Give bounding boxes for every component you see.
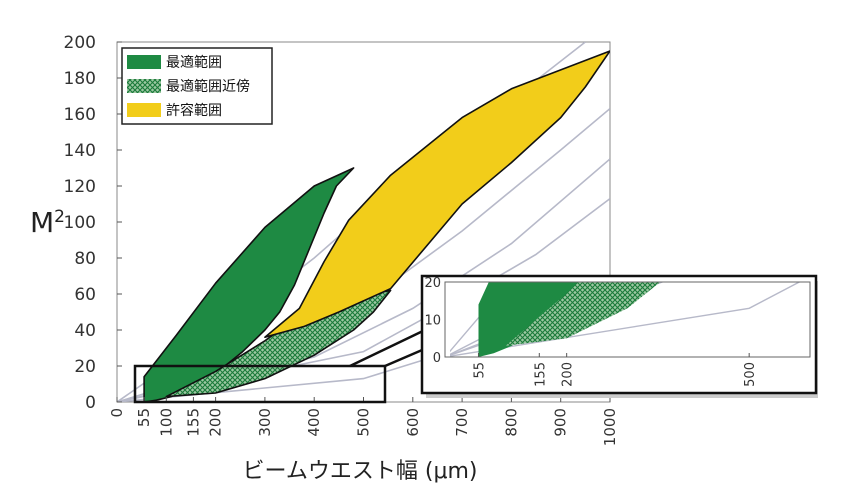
inset-near-optimal-region — [505, 282, 661, 346]
y-axis-ticks: 0 20 40 60 80 100 120 140 160 180 200 — [64, 33, 122, 413]
inset-panel: 0 10 20 55 155 200 500 — [420, 274, 818, 398]
legend-swatch-near-optimal — [127, 79, 161, 93]
y-tick-label: 100 — [64, 213, 96, 233]
x-axis-ticks: 0 55 100 155 200 300 400 500 600 700 800 900 1000 — [108, 397, 619, 446]
inset-x-axis-ticks: 55 155 200 500 — [472, 353, 758, 387]
legend-swatch-optimal — [127, 55, 161, 69]
y-tick-label: 40 — [74, 321, 96, 341]
x-tick-label: 500 — [355, 408, 373, 437]
x-tick-label: 800 — [502, 408, 520, 437]
acceptable-region — [264, 50, 610, 339]
regions — [143, 50, 610, 402]
legend-label-optimal: 最適範囲 — [166, 54, 222, 71]
y-tick-label: 180 — [64, 69, 96, 89]
x-tick-label: 700 — [453, 408, 471, 437]
inset-y-tick-label: 0 — [433, 351, 441, 366]
zoom-highlight-box — [133, 364, 387, 404]
y-tick-label: 160 — [64, 105, 96, 125]
inset-x-tick-label: 500 — [743, 362, 758, 387]
x-tick-label: 600 — [404, 408, 422, 437]
inset-x-tick-label: 155 — [533, 362, 548, 387]
y-tick-label: 20 — [74, 357, 96, 377]
inset-x-tick-label: 200 — [561, 362, 576, 387]
y-tick-label: 200 — [64, 33, 96, 53]
legend-label-acceptable: 許容範囲 — [166, 102, 222, 119]
x-tick-label: 55 — [135, 408, 153, 427]
legend: 最適範囲 最適範囲近傍 許容範囲 — [121, 47, 273, 125]
x-tick-label: 400 — [305, 408, 323, 437]
x-tick-label: 100 — [157, 408, 175, 437]
inset-y-axis-ticks: 0 10 20 — [424, 276, 441, 366]
inset-x-tick-label: 55 — [472, 362, 487, 379]
y-tick-label: 80 — [74, 249, 96, 269]
x-tick-label: 1000 — [601, 408, 619, 446]
inset-regions — [478, 282, 661, 357]
x-tick-label: 200 — [207, 408, 225, 437]
y-axis-title: M2 — [30, 206, 65, 239]
legend-label-near-optimal: 最適範囲近傍 — [166, 78, 250, 95]
x-tick-label: 300 — [256, 408, 274, 437]
near-optimal-region — [165, 289, 392, 398]
x-tick-label: 0 — [108, 408, 126, 418]
x-tick-label: 155 — [184, 408, 202, 437]
inset-optimal-region — [478, 282, 579, 357]
inset-plot-frame — [444, 281, 811, 358]
y-tick-label: 120 — [64, 177, 96, 197]
x-axis-title: ビームウエスト幅 (μm) — [243, 459, 478, 484]
y-tick-label: 0 — [85, 393, 96, 413]
legend-swatch-acceptable — [127, 103, 161, 117]
y-tick-label: 60 — [74, 285, 96, 305]
inset-y-tick-label: 20 — [424, 276, 441, 291]
inset-reference-curve-5 — [450, 282, 801, 357]
y-tick-label: 140 — [64, 141, 96, 161]
inset-y-tick-label: 10 — [424, 314, 441, 329]
x-tick-label: 900 — [552, 408, 570, 437]
